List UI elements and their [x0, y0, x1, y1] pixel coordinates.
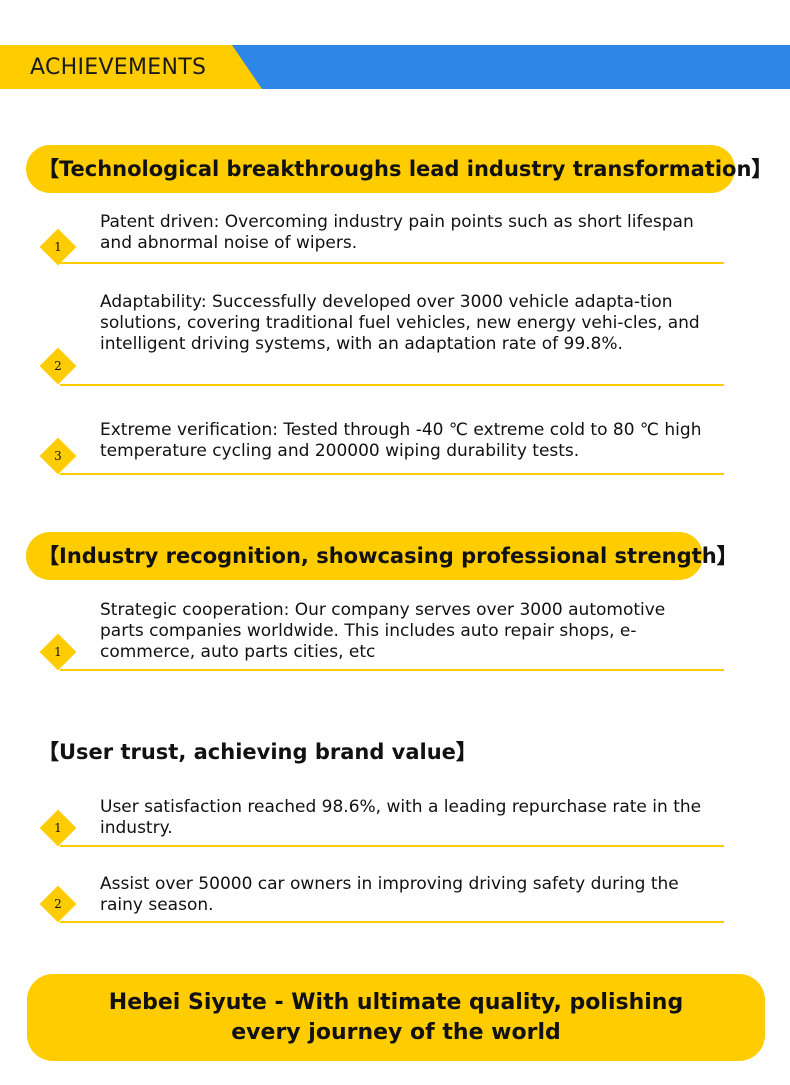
item-text: Extreme verification: Tested through -40…: [100, 420, 702, 461]
item-divider: [60, 845, 724, 847]
section-header-technology: 【Technological breakthroughs lead indust…: [26, 145, 772, 193]
banner-yellow-tab: [0, 45, 262, 89]
list-item: 2 Assist over 50000 car owners in improv…: [38, 872, 724, 923]
number-diamond-icon: 2: [38, 346, 78, 386]
item-text: User satisfaction reached 98.6%, with a …: [100, 797, 702, 838]
list-item: 1 User satisfaction reached 98.6%, with …: [38, 795, 724, 847]
number-diamond-icon: 2: [38, 884, 78, 924]
item-text: Assist over 50000 car owners in improvin…: [100, 874, 679, 915]
item-text: Strategic cooperation: Our company serve…: [100, 600, 666, 662]
section-header-industry-recognition: 【Industry recognition, showcasing profes…: [26, 532, 738, 580]
item-text: Adaptability: Successfully developed ove…: [100, 292, 700, 354]
list-item: 3 Extreme verification: Tested through -…: [38, 418, 724, 475]
number-diamond-icon: 3: [38, 436, 78, 476]
achievements-banner: ACHIEVEMENTS: [0, 45, 790, 89]
list-item: 1 Patent driven: Overcoming industry pai…: [38, 210, 724, 264]
slogan-banner: Hebei Siyute - With ultimate quality, po…: [27, 974, 765, 1061]
item-text: Patent driven: Overcoming industry pain …: [100, 212, 694, 253]
item-divider: [60, 473, 724, 475]
item-divider: [60, 669, 724, 671]
item-divider: [60, 262, 724, 264]
number-diamond-icon: 1: [38, 227, 78, 267]
banner-title: ACHIEVEMENTS: [30, 55, 207, 80]
number-diamond-icon: 1: [38, 632, 78, 672]
slogan-text: Hebei Siyute - With ultimate quality, po…: [108, 989, 684, 1045]
section-header-user-trust: 【User trust, achieving brand value】: [38, 740, 477, 764]
item-divider: [60, 384, 724, 386]
list-item: 1 Strategic cooperation: Our company ser…: [38, 598, 724, 671]
number-diamond-icon: 1: [38, 808, 78, 848]
item-divider: [60, 921, 724, 923]
list-item: 2 Adaptability: Successfully developed o…: [38, 290, 724, 386]
